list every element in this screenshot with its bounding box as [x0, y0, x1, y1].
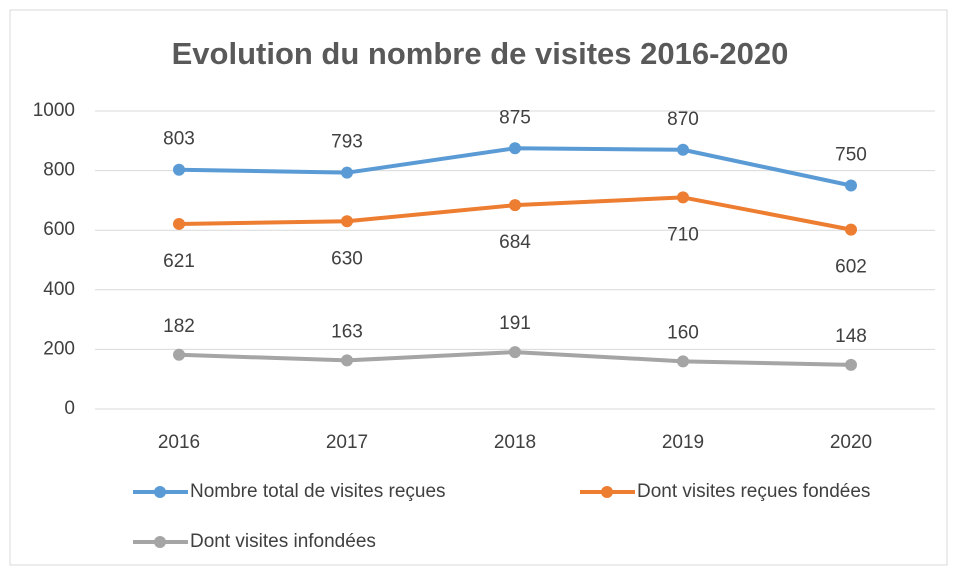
x-tick-label: 2017: [326, 432, 368, 453]
data-point: [173, 217, 185, 230]
data-point: [341, 166, 353, 179]
data-point: [509, 199, 521, 212]
chart-title: Evolution du nombre de visites 2016-2020: [172, 36, 789, 71]
data-point: [341, 215, 353, 228]
data-label: 621: [163, 251, 195, 272]
data-point: [677, 355, 689, 368]
legend-marker: [154, 486, 166, 498]
legend-marker: [154, 536, 166, 548]
data-point: [173, 348, 185, 361]
data-label: 148: [835, 326, 867, 347]
x-tick-label: 2016: [158, 432, 200, 453]
data-label: 803: [163, 129, 195, 150]
legend-label: Nombre total de visites reçues: [190, 481, 446, 502]
data-label: 630: [331, 248, 363, 269]
legend-label: Dont visites infondées: [190, 531, 376, 552]
data-label: 793: [331, 132, 363, 153]
data-label: 870: [667, 109, 699, 130]
y-tick-label: 0: [64, 398, 75, 419]
data-label: 191: [499, 313, 531, 334]
legend-label: Dont visites reçues fondées: [637, 481, 870, 502]
data-point: [509, 142, 521, 155]
data-point: [677, 191, 689, 204]
data-point: [173, 163, 185, 176]
data-label: 750: [835, 145, 867, 166]
x-tick-label: 2018: [494, 432, 536, 453]
legend-marker: [601, 486, 613, 498]
data-point: [677, 143, 689, 156]
data-point: [509, 346, 521, 359]
data-label: 875: [499, 107, 531, 128]
data-label: 182: [163, 316, 195, 337]
data-label: 710: [667, 224, 699, 245]
data-point: [845, 358, 857, 371]
y-tick-label: 800: [43, 160, 75, 181]
chart-frame: [9, 9, 948, 566]
data-point: [845, 223, 857, 236]
data-label: 160: [667, 322, 699, 343]
y-tick-label: 200: [43, 338, 75, 359]
y-tick-label: 1000: [33, 100, 75, 121]
y-tick-label: 400: [43, 279, 75, 300]
y-tick-label: 600: [43, 219, 75, 240]
data-point: [341, 354, 353, 367]
data-label: 602: [835, 257, 867, 278]
x-tick-label: 2019: [662, 432, 704, 453]
x-tick-label: 2020: [830, 432, 872, 453]
data-point: [845, 179, 857, 192]
data-label: 684: [499, 232, 531, 253]
data-label: 163: [331, 321, 363, 342]
